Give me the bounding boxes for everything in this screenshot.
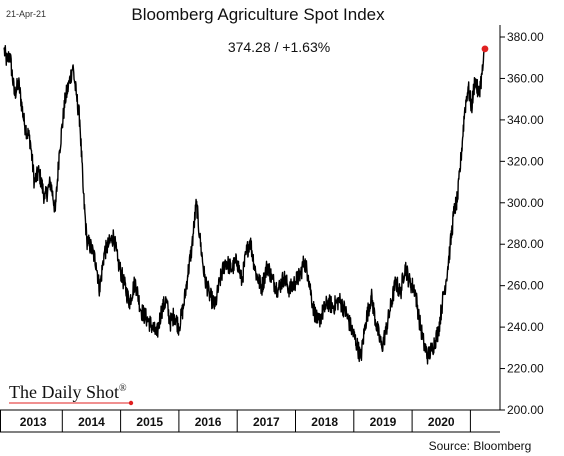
x-tick-label: 2018 [311, 415, 338, 429]
daily-shot-logo: The Daily Shot® [9, 382, 127, 402]
series-line [3, 45, 486, 365]
logo-dot [128, 400, 134, 406]
series-area [3, 45, 489, 365]
x-tick-label: 2013 [20, 415, 47, 429]
y-tick-label: 360.00 [507, 71, 544, 85]
y-tick-label: 220.00 [507, 362, 544, 376]
y-tick-label: 340.00 [507, 113, 544, 127]
date-label: 21-Apr-21 [6, 9, 46, 19]
y-tick-label: 240.00 [507, 320, 544, 334]
y-tick-label: 320.00 [507, 154, 544, 168]
chart-subtitle: 374.28 / +1.63% [228, 39, 330, 55]
chart-header: 21-Apr-21 Bloomberg Agriculture Spot Ind… [6, 5, 385, 55]
chart-title: Bloomberg Agriculture Spot Index [131, 5, 385, 24]
x-tick-label: 2017 [253, 415, 280, 429]
y-tick-label: 200.00 [507, 403, 544, 417]
x-axis: 2013 2014 2015 2016 2017 2018 2019 2020 [0, 409, 500, 433]
source-label: Source: Bloomberg [429, 439, 532, 453]
y-tick-label: 300.00 [507, 196, 544, 210]
y-axis: 380.00 360.00 340.00 320.00 300.00 280.00 260.… [499, 25, 544, 417]
y-tick-label: 260.00 [507, 279, 544, 293]
x-tick-label: 2019 [370, 415, 397, 429]
y-tick-label: 380.00 [507, 30, 544, 44]
last-value-marker [481, 45, 489, 53]
registered-mark: ® [119, 383, 127, 394]
x-tick-label: 2016 [195, 415, 222, 429]
x-tick-label: 2015 [136, 415, 163, 429]
branding: The Daily Shot® [9, 382, 134, 406]
x-tick-label: 2020 [428, 415, 455, 429]
logo-text: The Daily Shot [9, 382, 119, 402]
y-tick-label: 280.00 [507, 237, 544, 251]
x-tick-label: 2014 [78, 415, 105, 429]
